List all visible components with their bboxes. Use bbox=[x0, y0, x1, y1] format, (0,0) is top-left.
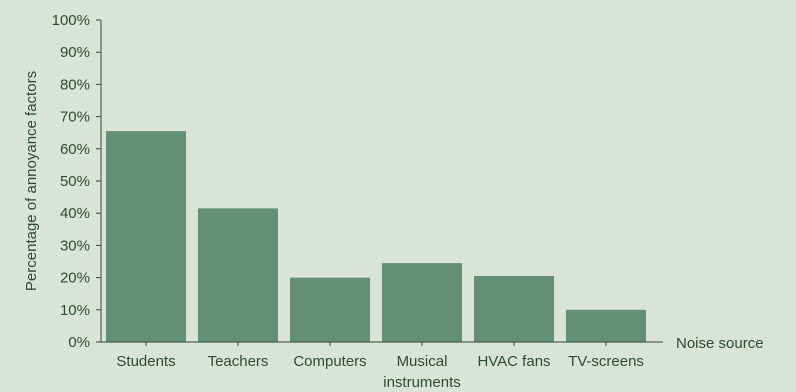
x-tick-label: Computers bbox=[293, 353, 366, 370]
y-tick-label: 90% bbox=[60, 44, 90, 61]
x-tick-label: HVAC fans bbox=[477, 353, 550, 370]
bars bbox=[106, 131, 646, 342]
y-tick-label: 70% bbox=[60, 109, 90, 126]
y-tick-label: 40% bbox=[60, 205, 90, 222]
bar bbox=[382, 263, 462, 342]
bar bbox=[474, 275, 554, 342]
y-tick-label: 0% bbox=[68, 334, 90, 351]
x-tick-label: Teachers bbox=[208, 353, 269, 370]
x-tick-label: Musical instruments bbox=[383, 353, 461, 391]
y-tick-label: 100% bbox=[52, 12, 90, 29]
bar bbox=[290, 277, 370, 342]
y-tick-label: 30% bbox=[60, 237, 90, 254]
y-tick-label: 50% bbox=[60, 173, 90, 190]
x-axis-title: Noise source bbox=[676, 335, 764, 352]
y-tick-label: 60% bbox=[60, 141, 90, 158]
x-tick-label: Students bbox=[116, 353, 175, 370]
x-tick-label: TV-screens bbox=[568, 353, 644, 370]
y-axis-title: Percentage of annoyance factors bbox=[23, 71, 40, 291]
y-tick-label: 80% bbox=[60, 76, 90, 93]
x-axis-tick-labels: Students Teachers Computers Musical instrume… bbox=[116, 342, 644, 391]
y-axis-ticks: 0% 10% 20% 30% 40% 50% 60% 70% 80% 90% 100% bbox=[52, 12, 101, 351]
bar bbox=[566, 309, 646, 342]
bar bbox=[198, 208, 278, 342]
y-tick-label: 10% bbox=[60, 302, 90, 319]
bar bbox=[106, 131, 186, 342]
y-tick-label: 20% bbox=[60, 270, 90, 287]
